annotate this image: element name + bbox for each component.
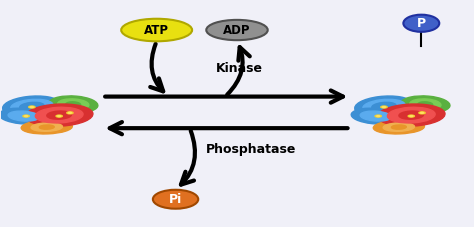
Ellipse shape [58, 99, 89, 110]
Ellipse shape [375, 115, 381, 117]
Ellipse shape [355, 96, 413, 117]
Ellipse shape [3, 96, 61, 117]
Ellipse shape [378, 104, 445, 126]
Text: Pi: Pi [169, 193, 182, 206]
Ellipse shape [36, 107, 83, 123]
Ellipse shape [401, 96, 450, 113]
Ellipse shape [399, 111, 424, 119]
Ellipse shape [66, 102, 81, 107]
Ellipse shape [351, 108, 400, 124]
Ellipse shape [383, 106, 385, 107]
Ellipse shape [39, 125, 54, 129]
Ellipse shape [56, 115, 62, 117]
Ellipse shape [29, 106, 35, 108]
Ellipse shape [8, 111, 39, 121]
Ellipse shape [392, 125, 406, 129]
Ellipse shape [20, 102, 44, 110]
Ellipse shape [419, 112, 425, 114]
Text: Kinase: Kinase [216, 62, 263, 75]
Ellipse shape [30, 106, 33, 107]
Ellipse shape [26, 104, 93, 126]
Ellipse shape [383, 123, 415, 131]
Text: P: P [417, 17, 426, 30]
Ellipse shape [67, 112, 73, 114]
Ellipse shape [206, 20, 268, 40]
Ellipse shape [387, 107, 435, 123]
Ellipse shape [121, 19, 192, 41]
Ellipse shape [31, 123, 63, 131]
Ellipse shape [21, 120, 73, 134]
Text: ADP: ADP [223, 24, 251, 37]
Ellipse shape [408, 115, 414, 117]
Ellipse shape [418, 102, 433, 107]
Ellipse shape [420, 112, 423, 113]
Ellipse shape [360, 111, 391, 121]
Ellipse shape [68, 112, 72, 113]
Ellipse shape [381, 106, 387, 108]
Circle shape [403, 15, 439, 32]
Ellipse shape [374, 120, 424, 134]
Ellipse shape [23, 115, 29, 117]
Ellipse shape [0, 108, 48, 124]
Text: Phosphatase: Phosphatase [206, 143, 297, 156]
Ellipse shape [47, 111, 72, 119]
Ellipse shape [153, 190, 198, 209]
Ellipse shape [11, 99, 53, 114]
Text: ATP: ATP [144, 24, 169, 37]
Ellipse shape [363, 99, 405, 114]
Ellipse shape [410, 99, 441, 110]
Ellipse shape [49, 96, 98, 113]
Ellipse shape [372, 102, 396, 110]
